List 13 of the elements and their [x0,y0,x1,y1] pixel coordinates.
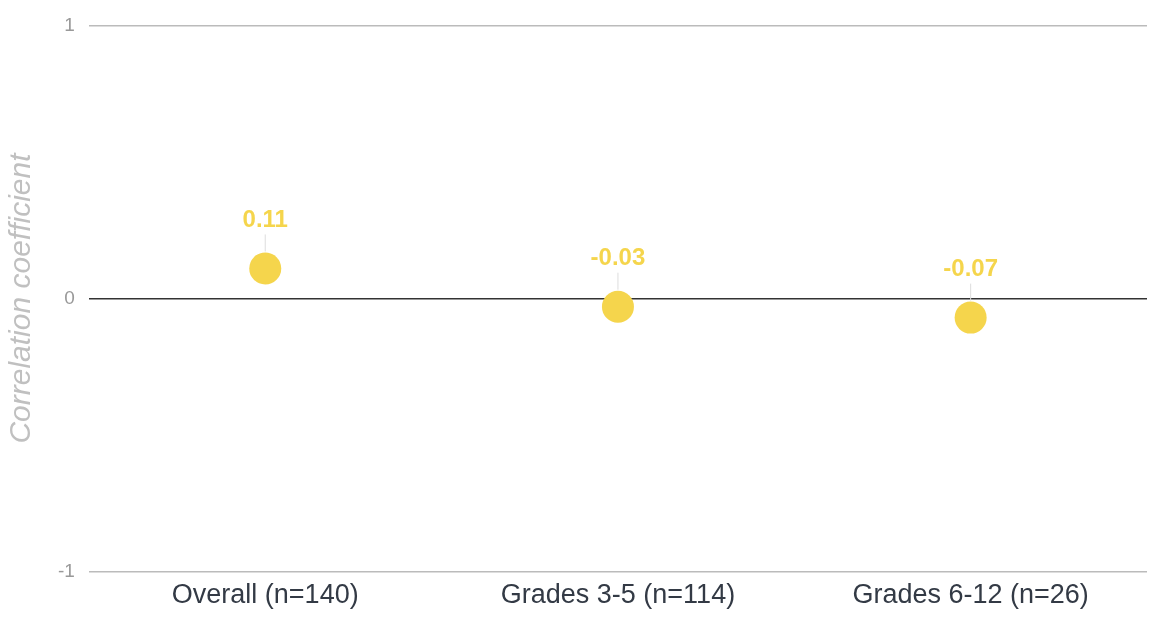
y-tick-label: 1 [64,13,75,35]
y-tick-label: 0 [64,286,75,308]
point [954,301,987,334]
x-tick-label: Grades 6-12 (n=26) [852,579,1089,610]
point [601,290,634,323]
data-label: 0.11 [242,205,288,233]
data-label: -0.03 [590,243,646,271]
point [249,252,282,285]
x-tick-label: Grades 3-5 (n=114) [500,579,736,610]
y-axis-title: Correlation coefficient [3,151,37,444]
y-tick-label: -1 [57,559,75,581]
x-tick-label: Overall (n=140) [171,579,359,610]
data-label: -0.07 [943,254,998,282]
